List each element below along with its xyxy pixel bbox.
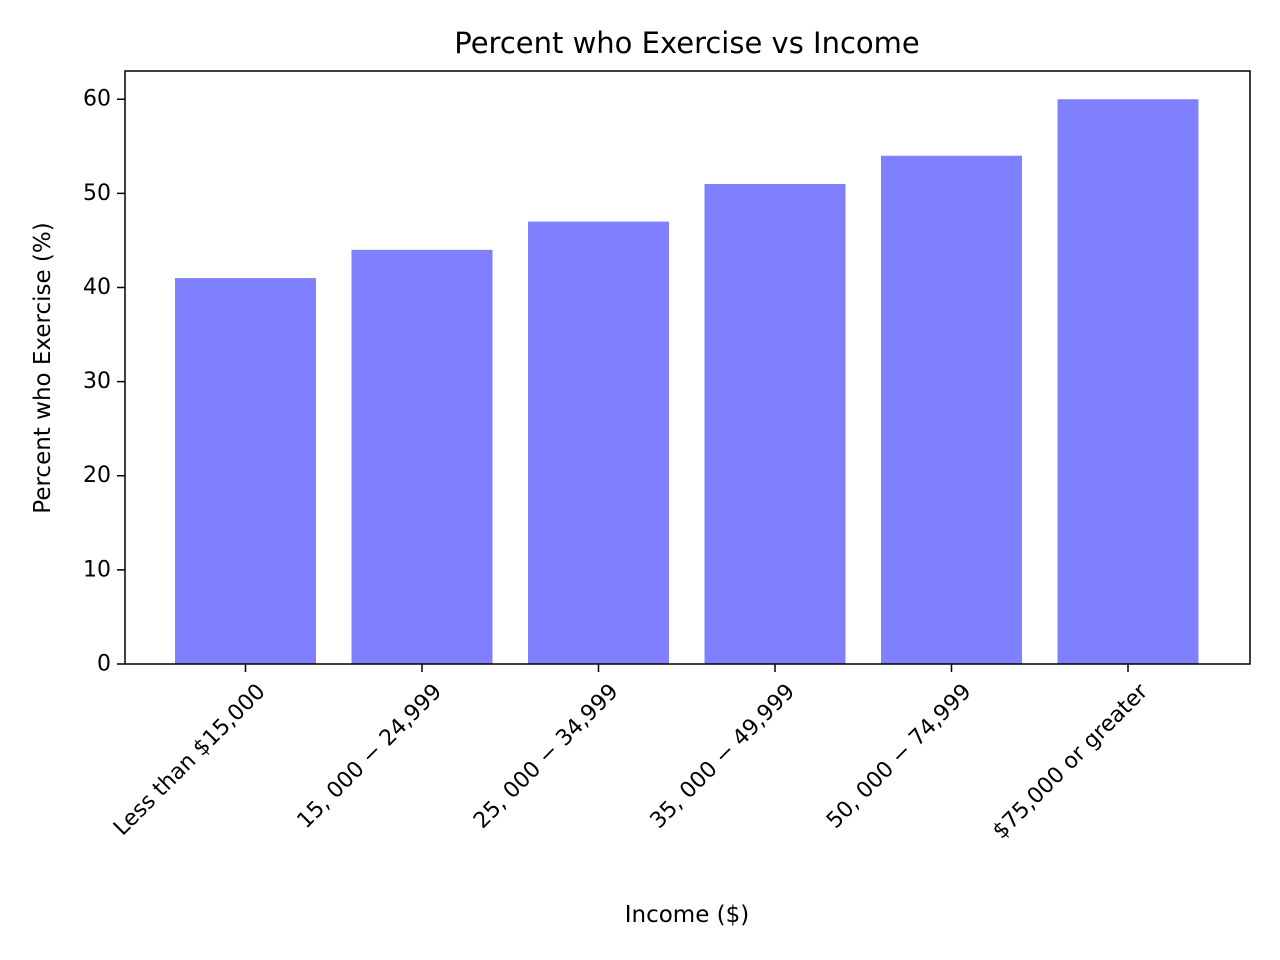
y-tick-label: 0 — [97, 652, 111, 677]
bar — [704, 183, 846, 664]
bar — [351, 249, 493, 665]
plot-frame — [124, 70, 1251, 665]
x-axis-label: Income ($) — [625, 902, 750, 928]
y-axis-label: Percent who Exercise (%) — [30, 222, 56, 513]
bar — [175, 278, 316, 664]
bar — [1057, 99, 1199, 664]
y-tick-label: 10 — [83, 557, 111, 582]
y-tick-label: 40 — [83, 275, 111, 300]
y-tick-label: 60 — [83, 87, 111, 112]
bar — [881, 155, 1022, 664]
y-tick-label: 50 — [83, 181, 111, 206]
y-tick-label: 20 — [83, 463, 111, 488]
y-tick-label: 30 — [83, 369, 111, 394]
chart-title: Percent who Exercise vs Income — [454, 26, 920, 60]
bars-group — [175, 99, 1199, 665]
y-axis-ticks: 0 10 20 30 40 50 60 — [83, 87, 125, 677]
bar — [528, 221, 669, 664]
